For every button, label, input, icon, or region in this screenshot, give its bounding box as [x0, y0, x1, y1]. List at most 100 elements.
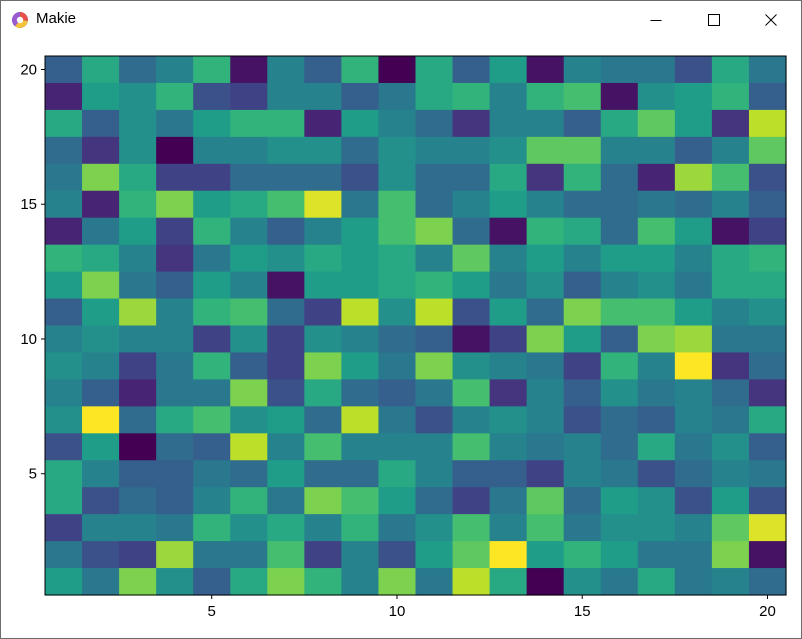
heatmap-cell: [156, 109, 194, 138]
y-tick-label: 15: [20, 196, 37, 213]
heatmap-cell: [748, 487, 787, 515]
heatmap-cell: [452, 406, 491, 434]
heatmap-cell: [193, 271, 231, 300]
heatmap-cell: [193, 109, 231, 138]
heatmap-cell: [637, 244, 676, 273]
heatmap-cell: [45, 541, 83, 569]
heatmap-cell: [526, 163, 565, 192]
heatmap-cell: [452, 109, 491, 138]
heatmap-cell: [45, 271, 83, 300]
heatmap-cell: [600, 460, 639, 488]
heatmap-cell: [267, 82, 305, 111]
heatmap-cell: [748, 298, 787, 327]
heatmap-cell: [230, 568, 268, 596]
heatmap-cell: [489, 298, 528, 327]
heatmap-cell: [489, 82, 528, 111]
heatmap-cell: [711, 541, 750, 569]
heatmap-cell: [267, 217, 305, 246]
heatmap-cell: [452, 541, 491, 569]
heatmap-cell: [304, 541, 342, 569]
heatmap-cell: [489, 271, 528, 300]
heatmap-cell: [119, 487, 157, 515]
heatmap-cell: [82, 325, 120, 354]
heatmap-cell: [82, 487, 120, 515]
heatmap-cell: [341, 514, 380, 542]
heatmap-cell: [711, 352, 750, 380]
heatmap-cell: [674, 487, 713, 515]
heatmap-cell: [415, 487, 454, 515]
heatmap-cell: [267, 514, 305, 542]
heatmap-cell: [341, 379, 380, 407]
x-tick-label: 20: [759, 603, 776, 620]
heatmap-cell: [45, 433, 83, 461]
heatmap-cell: [711, 514, 750, 542]
figure-area: 5 10 15 20 5 10 15 20: [1, 38, 801, 638]
heatmap-cell: [637, 352, 676, 380]
heatmap-cell: [674, 541, 713, 569]
title-bar[interactable]: Makie: [1, 1, 801, 38]
heatmap-cell: [674, 514, 713, 542]
heatmap-cell: [563, 163, 602, 192]
minimize-button[interactable]: [633, 1, 679, 38]
heatmap-cell: [378, 406, 417, 434]
heatmap-cell: [748, 541, 787, 569]
heatmap-cell: [45, 325, 83, 354]
heatmap-cell: [378, 271, 417, 300]
heatmap-cell: [563, 82, 602, 111]
x-tick-label: 5: [208, 603, 216, 620]
heatmap-cell: [193, 217, 231, 246]
heatmap-cell: [711, 244, 750, 273]
heatmap-cell: [674, 352, 713, 380]
heatmap-cell: [563, 460, 602, 488]
heatmap-cell: [452, 244, 491, 273]
heatmap-cell: [119, 514, 157, 542]
close-button[interactable]: [748, 1, 794, 38]
heatmap-cell: [230, 298, 268, 327]
window-title: Makie: [36, 10, 77, 27]
heatmap-cell: [156, 460, 194, 488]
heatmap-cell: [711, 217, 750, 246]
heatmap-cell: [674, 56, 713, 84]
heatmap-cell: [415, 568, 454, 596]
heatmap-cell: [452, 136, 491, 165]
heatmap-cell: [378, 568, 417, 596]
heatmap-cell: [563, 217, 602, 246]
heatmap-cell: [119, 406, 157, 434]
heatmap-cell: [378, 136, 417, 165]
heatmap-cell: [378, 352, 417, 380]
heatmap-cell: [415, 244, 454, 273]
heatmap-cell: [341, 406, 380, 434]
heatmap-cell: [415, 514, 454, 542]
heatmap-cell: [267, 298, 305, 327]
heatmap-cell: [415, 406, 454, 434]
y-tick-label: 20: [20, 61, 37, 78]
heatmap-cell: [45, 568, 83, 596]
heatmap-cell: [193, 56, 231, 84]
heatmap-cell: [193, 163, 231, 192]
heatmap-cell: [230, 541, 268, 569]
heatmap-cell: [526, 487, 565, 515]
heatmap-cell: [489, 487, 528, 515]
heatmap-cell: [82, 352, 120, 380]
heatmap-cell: [378, 82, 417, 111]
maximize-button[interactable]: [691, 1, 737, 38]
heatmap-cell: [230, 244, 268, 273]
heatmap-cell: [452, 217, 491, 246]
heatmap-cell: [748, 325, 787, 354]
heatmap-cell: [563, 136, 602, 165]
heatmap-cell: [711, 82, 750, 111]
heatmap-cell: [156, 244, 194, 273]
heatmap-cell: [341, 325, 380, 354]
heatmap-cell: [267, 136, 305, 165]
heatmap-cell: [748, 379, 787, 407]
heatmap-cell: [674, 136, 713, 165]
heatmap-cell: [193, 136, 231, 165]
heatmap-cell: [711, 298, 750, 327]
heatmap-cell: [526, 352, 565, 380]
heatmap-cell: [193, 190, 231, 219]
heatmap-cell: [452, 568, 491, 596]
heatmap-cell: [45, 56, 83, 84]
heatmap-cell: [748, 163, 787, 192]
heatmap-chart: 5 10 15 20 5 10 15 20: [20, 55, 787, 620]
